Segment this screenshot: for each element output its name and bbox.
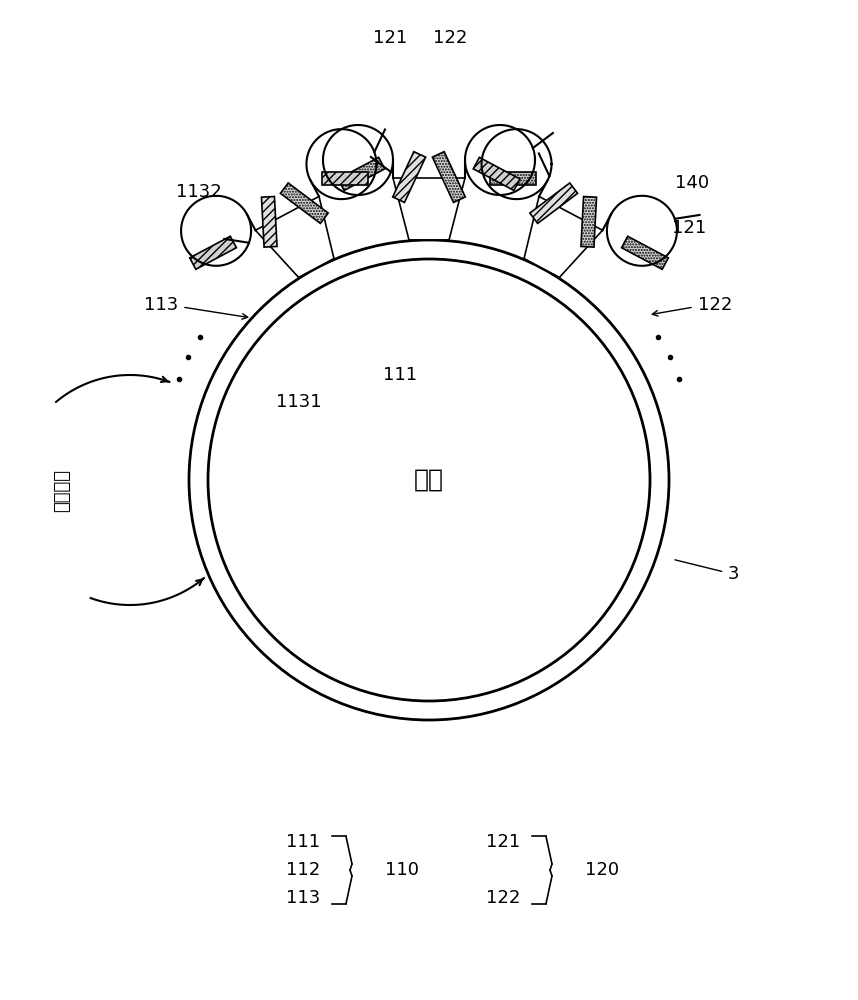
Polygon shape <box>256 196 334 277</box>
Text: 122: 122 <box>486 889 520 907</box>
Polygon shape <box>338 157 384 190</box>
Text: 112: 112 <box>286 861 320 879</box>
Polygon shape <box>281 183 328 223</box>
Text: 1131: 1131 <box>276 393 322 411</box>
Polygon shape <box>262 197 277 247</box>
Polygon shape <box>474 157 520 190</box>
Text: 111: 111 <box>286 833 320 851</box>
Polygon shape <box>190 236 237 269</box>
Text: 121: 121 <box>672 219 706 237</box>
Text: 121: 121 <box>373 29 408 47</box>
Polygon shape <box>581 197 596 247</box>
Text: 121: 121 <box>486 833 520 851</box>
Text: 圆周方向: 圆周方向 <box>53 468 71 512</box>
Text: 122: 122 <box>698 296 733 314</box>
Text: 3: 3 <box>675 560 739 583</box>
Polygon shape <box>393 178 465 240</box>
Text: 113: 113 <box>144 296 178 314</box>
Text: 140: 140 <box>675 174 709 192</box>
Text: 113: 113 <box>286 889 320 907</box>
Text: 122: 122 <box>432 29 468 47</box>
Text: 热源: 热源 <box>414 468 444 492</box>
Polygon shape <box>490 172 536 184</box>
Polygon shape <box>530 183 577 223</box>
Text: 111: 111 <box>383 366 417 384</box>
Text: 120: 120 <box>585 861 619 879</box>
Text: 110: 110 <box>385 861 419 879</box>
Text: 1132: 1132 <box>176 183 222 201</box>
Polygon shape <box>524 196 602 277</box>
Polygon shape <box>322 172 368 184</box>
Polygon shape <box>621 236 668 269</box>
Polygon shape <box>432 152 465 202</box>
Polygon shape <box>393 152 426 202</box>
